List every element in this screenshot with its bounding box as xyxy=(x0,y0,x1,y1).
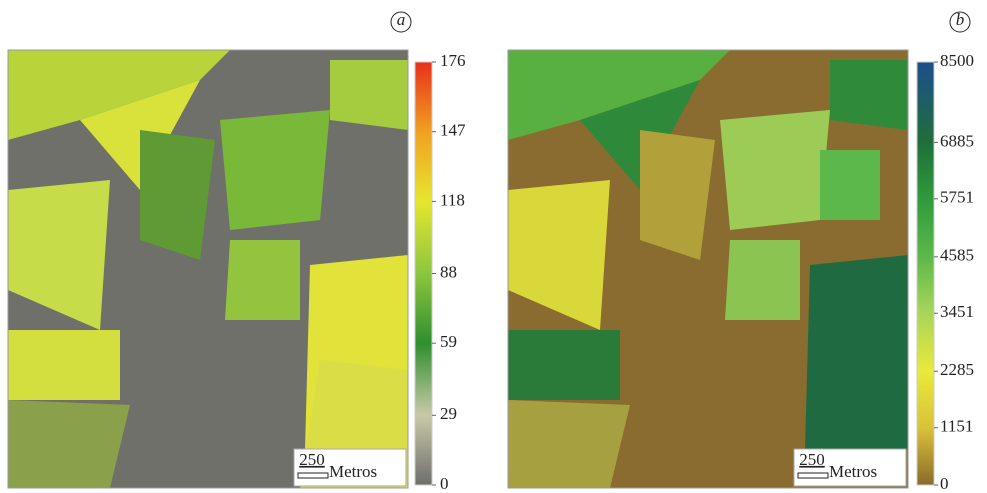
colorbar-tick-label: 88 xyxy=(440,262,457,281)
colorbar-tick-label: 8500 xyxy=(940,51,974,70)
colorbar-tick-label: 6885 xyxy=(940,131,974,150)
colorbar-tick-label: 4585 xyxy=(940,246,974,265)
colorbar-tick-label: 59 xyxy=(440,332,457,351)
panel-label: b xyxy=(956,10,965,29)
panel-label: a xyxy=(397,10,406,29)
scale-bar-unit: Metros xyxy=(329,462,377,481)
colorbar-tick-label: 0 xyxy=(940,474,949,493)
colorbar-tick-label: 3451 xyxy=(940,302,974,321)
colorbar-tick-label: 118 xyxy=(440,190,465,209)
figure: 0295988118147176a250Metros01151228534514… xyxy=(0,0,987,493)
colorbar-tick-label: 176 xyxy=(440,51,466,70)
colorbar-tick-label: 29 xyxy=(440,404,457,423)
scale-bar-value: 250 xyxy=(799,450,825,469)
colorbar-tick-label: 0 xyxy=(440,474,449,493)
scale-bar-unit: Metros xyxy=(829,462,877,481)
colorbar-tick-label: 1151 xyxy=(940,417,973,436)
map-image xyxy=(508,50,908,488)
colorbar xyxy=(917,62,934,485)
colorbar-tick-label: 5751 xyxy=(940,188,974,207)
colorbar-tick-label: 2285 xyxy=(940,360,974,379)
colorbar xyxy=(415,62,432,485)
scale-bar-value: 250 xyxy=(299,450,325,469)
map-image xyxy=(8,50,408,488)
colorbar-tick-label: 147 xyxy=(440,121,466,140)
